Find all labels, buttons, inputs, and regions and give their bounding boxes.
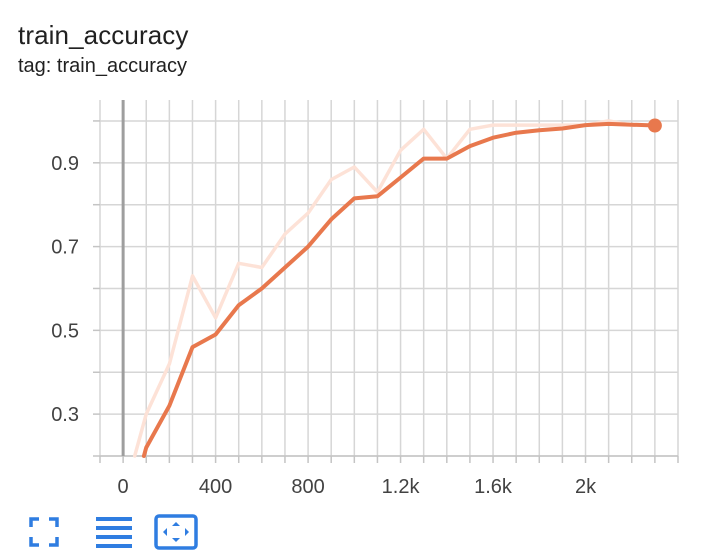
chart-title: train_accuracy [18,20,189,50]
toggle-lines-button[interactable] [92,514,136,550]
x-tick-label: 0 [118,476,129,498]
x-tick-label: 2k [575,476,597,498]
tick-labels: 0 400 800 1.2k 1.6k 2k 0.3 0.5 0.7 0.9 [51,153,597,498]
fit-domain-button[interactable] [154,514,198,550]
x-tick-label: 1.2k [382,476,421,498]
fit-domain-icon [154,514,198,550]
series-layer [132,118,662,458]
raw-series-line [132,119,657,458]
smoothed-series-line [141,121,657,458]
y-tick-label: 0.7 [51,237,79,259]
lines-icon [96,517,132,548]
x-tick-label: 1.6k [474,476,513,498]
axes [93,100,679,463]
fullscreen-icon [29,517,59,547]
line-chart[interactable]: 0 400 800 1.2k 1.6k 2k 0.3 0.5 0.7 0.9 [0,0,712,510]
x-tick-label: 400 [199,476,232,498]
y-tick-label: 0.3 [51,404,79,426]
chart-tag-subtitle: tag: train_accuracy [18,55,187,77]
y-tick-label: 0.9 [51,153,79,175]
grid-lines [99,100,679,457]
y-tick-label: 0.5 [51,320,79,342]
last-point-marker [647,118,662,133]
fullscreen-button[interactable] [22,514,66,550]
x-tick-label: 800 [291,476,324,498]
